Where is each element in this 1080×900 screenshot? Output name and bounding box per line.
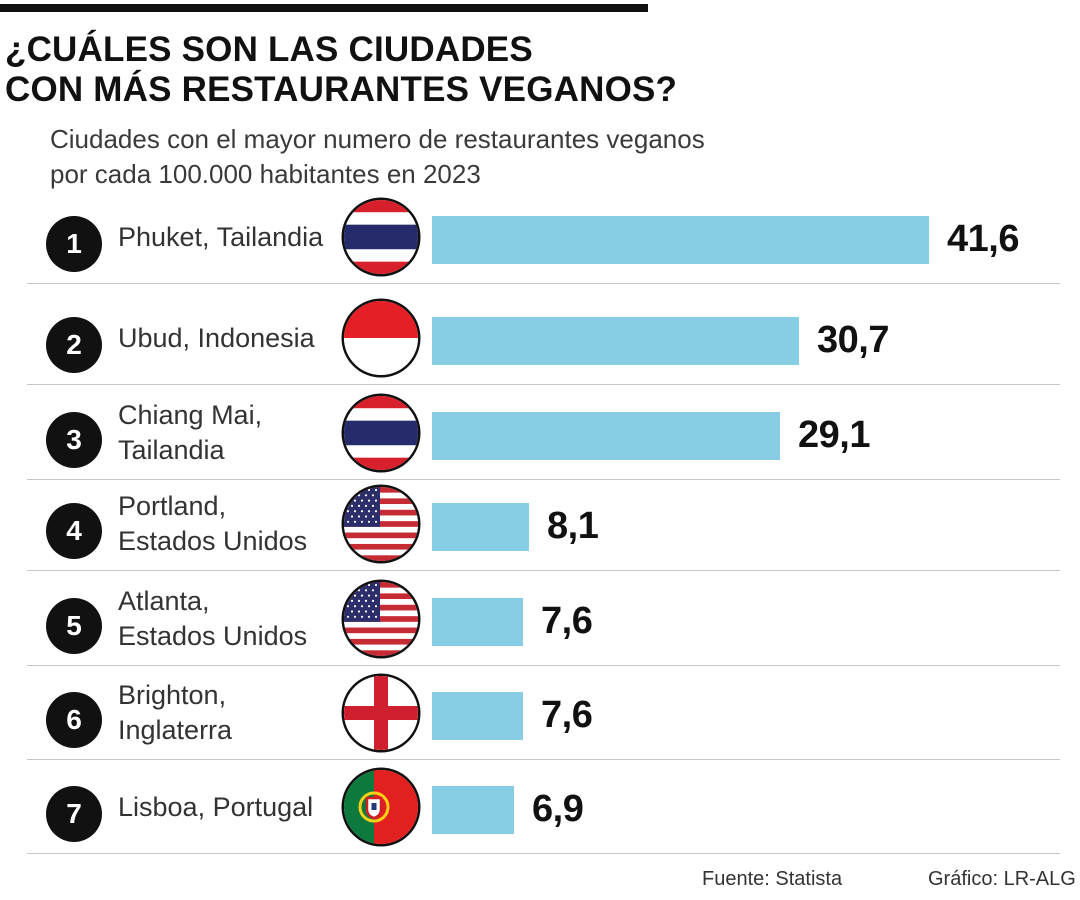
rank-badge: 5 [46,598,102,654]
category-label-line: Ubud, Indonesia [118,322,315,353]
row-separator [27,853,1060,854]
value-label: 7,6 [541,600,593,642]
rank-badge: 6 [46,692,102,748]
category-label-line: Phuket, Tailandia [118,221,324,252]
chart-row: 2 Ubud, Indonesia 30,7 [27,291,1060,385]
category-label-line: Chiang Mai, [118,400,263,430]
value-label: 41,6 [947,218,1019,260]
chart-row: 4 Portland, Estados Unidos 8,1 [27,477,1060,571]
value-label: 8,1 [547,505,599,547]
category-label: Portland, Estados Unidos [118,477,348,571]
row-separator [27,759,1060,760]
rank-badge: 3 [46,412,102,468]
chart-row: 5 Atlanta, Estados Unidos 7,6 [27,572,1060,666]
category-label-line: Estados Unidos [118,526,308,556]
row-separator [27,665,1060,666]
chart-row: 7 Lisboa, Portugal 6,9 [27,760,1060,854]
rank-badge: 4 [46,503,102,559]
row-separator [27,283,1060,284]
chart-title-line: ¿CUÁLES SON LAS CIUDADES [5,30,533,69]
row-separator [27,570,1060,571]
chart-title: ¿CUÁLES SON LAS CIUDADES CON MÁS RESTAUR… [5,30,1065,110]
row-separator [27,479,1060,480]
chart-row: 1 Phuket, Tailandia 41,6 [27,190,1060,284]
source-label: Fuente: Statista [702,868,843,890]
category-label-line: Tailandia [118,435,225,465]
bar [432,598,523,646]
category-label: Phuket, Tailandia [118,190,348,284]
usa-flag [344,487,418,561]
bar [432,692,523,740]
rank-badge: 2 [46,317,102,373]
chart-subtitle-line: Ciudades con el mayor numero de restaura… [50,124,705,154]
bar-chart: 1 Phuket, Tailandia 41,6 2 Ubud, Indonesia 30… [0,190,1080,860]
england-flag [344,676,418,750]
bar [432,412,780,460]
category-label-line: Inglaterra [118,715,233,745]
chart-row: 6 Brighton, Inglaterra 7,6 [27,666,1060,760]
usa-flag [344,582,418,656]
value-label: 29,1 [798,414,870,456]
category-label: Brighton, Inglaterra [118,666,348,760]
category-label: Chiang Mai, Tailandia [118,386,348,480]
category-label-line: Brighton, [118,680,227,710]
bar [432,216,929,264]
row-separator [27,384,1060,385]
thailand-flag [344,396,418,470]
indonesia-flag [344,301,418,375]
rank-badge: 1 [46,216,102,272]
category-label: Ubud, Indonesia [118,291,348,385]
category-label: Lisboa, Portugal [118,760,348,854]
category-label-line: Atlanta, [118,586,210,616]
category-label-line: Portland, [118,491,227,521]
chart-subtitle-line: por cada 100.000 habitantes en 2023 [50,159,481,189]
bar [432,317,799,365]
rank-badge: 7 [46,786,102,842]
chart-title-line: CON MÁS RESTAURANTES VEGANOS? [5,70,678,109]
value-label: 7,6 [541,694,593,736]
category-label-line: Lisboa, Portugal [118,791,314,822]
bar [432,786,514,834]
value-label: 30,7 [817,319,889,361]
thailand-flag [344,200,418,274]
chart-row: 3 Chiang Mai, Tailandia 29,1 [27,386,1060,480]
category-label-line: Estados Unidos [118,621,308,651]
chart-subtitle: Ciudades con el mayor numero de restaura… [50,122,950,192]
top-rule [0,4,648,12]
value-label: 6,9 [532,788,584,830]
category-label: Atlanta, Estados Unidos [118,572,348,666]
portugal-flag [344,770,418,844]
credit-label: Gráfico: LR-ALG [928,868,1076,890]
bar [432,503,529,551]
